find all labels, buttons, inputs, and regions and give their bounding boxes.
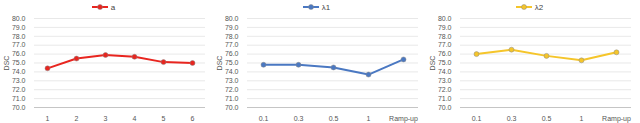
svg-text:1: 1 — [580, 115, 584, 122]
svg-text:3: 3 — [104, 115, 108, 122]
svg-text:74.0: 74.0 — [12, 68, 26, 75]
svg-text:5: 5 — [162, 115, 166, 122]
svg-text:78.0: 78.0 — [225, 33, 239, 40]
svg-text:DSC: DSC — [216, 56, 223, 71]
svg-text:6: 6 — [191, 115, 195, 122]
svg-text:73.0: 73.0 — [438, 77, 452, 84]
svg-text:73.0: 73.0 — [225, 77, 239, 84]
svg-text:79.0: 79.0 — [12, 24, 26, 31]
svg-text:70.0: 70.0 — [12, 104, 26, 111]
svg-text:75.0: 75.0 — [225, 59, 239, 66]
svg-text:79.0: 79.0 — [225, 24, 239, 31]
svg-text:74.0: 74.0 — [438, 68, 452, 75]
svg-text:73.0: 73.0 — [12, 77, 26, 84]
svg-text:72.0: 72.0 — [12, 86, 26, 93]
svg-text:71.0: 71.0 — [225, 95, 239, 102]
svg-text:0.1: 0.1 — [472, 115, 482, 122]
svg-text:75.0: 75.0 — [12, 59, 26, 66]
svg-text:79.0: 79.0 — [438, 24, 452, 31]
svg-text:0.5: 0.5 — [329, 115, 339, 122]
html-text:λ2: λ2 — [534, 2, 544, 12]
svg-text:71.0: 71.0 — [12, 95, 26, 102]
svg-text:70.0: 70.0 — [225, 104, 239, 111]
svg-text:0.3: 0.3 — [294, 115, 304, 122]
svg-text:72.0: 72.0 — [225, 86, 239, 93]
svg-text:71.0: 71.0 — [438, 95, 452, 102]
svg-text:DSC: DSC — [3, 56, 10, 71]
svg-text:78.0: 78.0 — [12, 33, 26, 40]
svg-text:77.0: 77.0 — [225, 41, 239, 48]
svg-text:0.1: 0.1 — [259, 115, 269, 122]
svg-text:1: 1 — [367, 115, 371, 122]
svg-text:77.0: 77.0 — [12, 41, 26, 48]
html-text:a: a — [110, 2, 116, 12]
svg-text:75.0: 75.0 — [438, 59, 452, 66]
svg-text:76.0: 76.0 — [438, 50, 452, 57]
svg-text:0.5: 0.5 — [542, 115, 552, 122]
svg-text:2: 2 — [75, 115, 79, 122]
svg-text:0.3: 0.3 — [507, 115, 517, 122]
svg-text:72.0: 72.0 — [438, 86, 452, 93]
svg-text:76.0: 76.0 — [12, 50, 26, 57]
svg-text:Ramp-up: Ramp-up — [602, 115, 631, 123]
svg-text:DSC: DSC — [429, 56, 436, 71]
svg-text:1: 1 — [46, 115, 50, 122]
svg-text:76.0: 76.0 — [225, 50, 239, 57]
svg-text:4: 4 — [133, 115, 137, 122]
svg-text:70.0: 70.0 — [438, 104, 452, 111]
svg-text:Ramp-up: Ramp-up — [389, 115, 418, 123]
svg-text:74.0: 74.0 — [225, 68, 239, 75]
svg-text:77.0: 77.0 — [438, 41, 452, 48]
html-text:λ1: λ1 — [321, 2, 331, 12]
svg-text:80.0: 80.0 — [12, 15, 26, 22]
svg-text:78.0: 78.0 — [438, 33, 452, 40]
svg-text:80.0: 80.0 — [225, 15, 239, 22]
svg-text:80.0: 80.0 — [438, 15, 452, 22]
